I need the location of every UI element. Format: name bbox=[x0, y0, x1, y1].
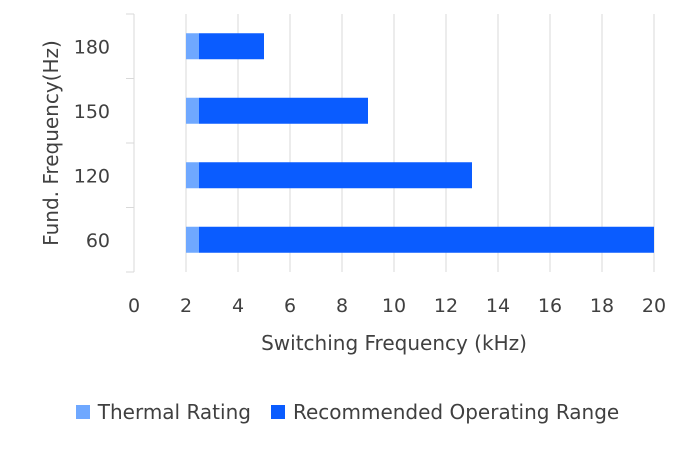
y-tick-label-150: 150 bbox=[74, 101, 110, 123]
y-tick-label-120: 120 bbox=[74, 165, 110, 187]
legend-label-recommended-range: Recommended Operating Range bbox=[292, 400, 620, 424]
bar-recommended-range-150 bbox=[199, 97, 368, 124]
y-axis-title: Fund. Frequency(Hz) bbox=[39, 40, 63, 246]
x-tick-label-12: 12 bbox=[434, 295, 458, 317]
x-tick-label-8: 8 bbox=[336, 295, 348, 317]
x-tick-label-6: 6 bbox=[284, 295, 296, 317]
x-tick-label-0: 0 bbox=[128, 295, 140, 317]
x-tick-label-4: 4 bbox=[232, 295, 244, 317]
bar-thermal-rating-150 bbox=[186, 97, 199, 124]
legend: Thermal Rating Recommended Operating Ran… bbox=[0, 400, 695, 424]
x-tick-label-10: 10 bbox=[382, 295, 406, 317]
x-tick-label-20: 20 bbox=[642, 295, 666, 317]
legend-item-thermal-rating: Thermal Rating bbox=[75, 400, 251, 424]
x-axis-title: Switching Frequency (kHz) bbox=[261, 331, 527, 355]
bar-thermal-rating-60 bbox=[186, 226, 199, 253]
x-tick-label-2: 2 bbox=[180, 295, 192, 317]
legend-item-recommended-range: Recommended Operating Range bbox=[270, 400, 620, 424]
x-tick-label-14: 14 bbox=[486, 295, 510, 317]
bar-recommended-range-60 bbox=[199, 226, 654, 253]
bar-recommended-range-180 bbox=[199, 33, 264, 60]
legend-swatch-recommended-range bbox=[270, 405, 285, 419]
y-tick-label-180: 180 bbox=[74, 36, 110, 58]
y-tick-label-60: 60 bbox=[86, 230, 110, 252]
x-tick-label-18: 18 bbox=[590, 295, 614, 317]
bar-recommended-range-120 bbox=[199, 162, 472, 189]
bar-thermal-rating-120 bbox=[186, 162, 199, 189]
bar-chart: 60 120 150 180 0 2 4 6 8 10 12 14 16 18 20 Switching Fr… bbox=[39, 13, 666, 355]
legend-label-thermal-rating: Thermal Rating bbox=[97, 400, 251, 424]
legend-swatch-thermal-rating bbox=[75, 405, 90, 419]
bar-thermal-rating-180 bbox=[186, 33, 199, 60]
x-tick-label-16: 16 bbox=[538, 295, 562, 317]
